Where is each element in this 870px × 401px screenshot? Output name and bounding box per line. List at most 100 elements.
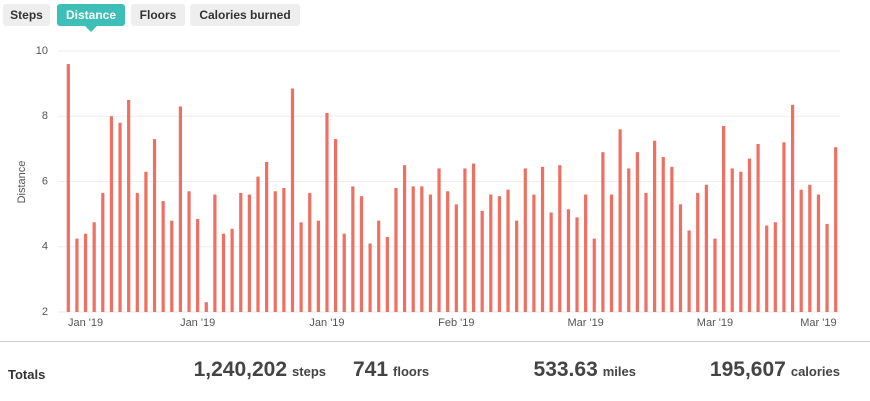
bar	[713, 238, 717, 312]
x-tick-label: Jan '19	[180, 317, 215, 329]
bar	[540, 166, 545, 312]
bar	[118, 122, 122, 313]
bar	[342, 233, 346, 312]
bar	[92, 222, 96, 312]
x-tick-label: Mar '19	[697, 317, 733, 329]
bar	[661, 157, 665, 312]
bar	[480, 210, 484, 312]
bar	[678, 204, 683, 312]
bar	[204, 302, 208, 312]
y-tick-label: 10	[36, 45, 48, 57]
total-unit: miles	[602, 364, 636, 379]
bar	[135, 192, 139, 312]
bar	[213, 194, 217, 312]
bar	[575, 217, 579, 312]
bar	[308, 192, 312, 312]
bar	[584, 194, 588, 312]
total-value: 195,607	[709, 358, 786, 381]
y-tick-label: 2	[42, 306, 48, 318]
bar	[506, 189, 510, 312]
x-tick-label: Jan '19	[68, 317, 103, 329]
bar	[497, 196, 502, 312]
bar	[299, 222, 303, 312]
bar	[463, 168, 467, 312]
totals: Totals 1,240,202 steps 741 floors 533.63 mi…	[0, 341, 870, 401]
bar	[101, 192, 105, 312]
bar	[290, 88, 295, 312]
y-tick-label: 8	[42, 110, 48, 122]
tab-active[interactable]: Distance	[57, 4, 125, 32]
bar	[282, 188, 286, 312]
bar	[730, 168, 734, 312]
bar	[756, 143, 760, 312]
bar	[592, 238, 596, 312]
bar	[187, 191, 191, 312]
bar	[523, 168, 527, 312]
total-unit: steps	[292, 364, 326, 379]
bar	[627, 168, 631, 312]
bar	[230, 228, 234, 312]
tab[interactable]: Floors	[131, 4, 185, 26]
bar	[790, 104, 795, 312]
bar	[368, 243, 372, 312]
tab[interactable]: Calories burned	[190, 4, 300, 26]
bar	[834, 147, 838, 312]
bar	[437, 168, 441, 312]
bar	[644, 192, 648, 312]
bar	[515, 220, 519, 312]
bar	[411, 186, 415, 312]
bar	[402, 165, 407, 312]
bar	[670, 166, 674, 312]
bar	[325, 112, 329, 312]
bar	[454, 204, 458, 312]
bar	[825, 223, 829, 312]
total-unit: floors	[393, 364, 430, 379]
bar	[273, 191, 277, 312]
total: 741 floors	[353, 358, 429, 382]
bar	[618, 129, 622, 312]
bar	[377, 220, 381, 312]
bar	[653, 140, 657, 312]
bar	[161, 201, 165, 312]
y-axis-label: Distance	[16, 161, 28, 204]
bar	[799, 189, 803, 312]
bar	[385, 236, 389, 312]
totals-label: Totals	[8, 367, 46, 382]
total: 195,607 calories	[710, 358, 840, 382]
bar	[196, 219, 200, 312]
bar	[83, 233, 88, 312]
tab[interactable]: Steps	[3, 4, 50, 26]
bar	[420, 186, 424, 312]
total: 1,240,202 steps	[194, 358, 326, 382]
x-tick-label: Jan '19	[309, 317, 344, 329]
y-tick-label: 6	[42, 175, 48, 187]
bar	[351, 186, 355, 312]
x-tick-label: Feb '19	[438, 317, 474, 329]
bar	[144, 171, 148, 312]
bar	[765, 225, 769, 312]
x-tick-label: Mar '19	[567, 317, 603, 329]
bar	[635, 152, 639, 312]
bar	[489, 194, 493, 312]
bar	[265, 161, 269, 312]
total-value: 1,240,202	[193, 358, 288, 381]
bar	[549, 212, 553, 312]
bar	[471, 163, 476, 312]
bar	[221, 233, 226, 312]
chart: Distance 2 4 6 8 10 Jan '19 Jan '19 Jan '19 Feb …	[16, 45, 840, 329]
bar	[747, 158, 752, 312]
bar	[816, 194, 821, 312]
bar	[178, 106, 182, 313]
bar	[359, 196, 364, 312]
bar	[808, 184, 812, 312]
bar	[239, 192, 243, 312]
bar	[247, 194, 251, 312]
bar	[394, 188, 398, 312]
bar	[782, 142, 786, 312]
bar	[334, 139, 338, 312]
bar	[558, 165, 562, 312]
bar	[773, 222, 777, 312]
bar	[256, 176, 260, 312]
x-tick-label: Mar '19	[800, 317, 836, 329]
